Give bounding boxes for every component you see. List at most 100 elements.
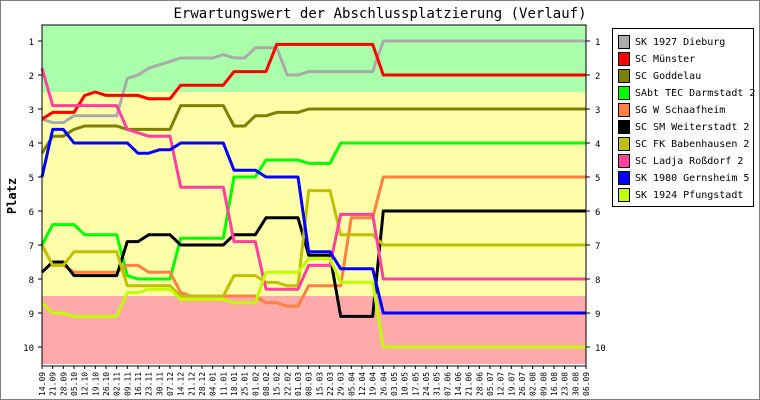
x-tick-label: 14.06 <box>454 372 463 396</box>
legend-swatch <box>618 103 630 117</box>
legend-swatch <box>618 35 630 49</box>
legend-item: SC Goddelau <box>618 68 701 84</box>
x-tick-label: 19.04 <box>369 372 378 396</box>
y-tick-label-right: 8 <box>595 276 600 286</box>
series-line-8 <box>40 127 586 315</box>
legend-label: SC Münster <box>635 53 696 65</box>
x-tick-label: 24.05 <box>422 372 431 396</box>
x-tick-label: 11.01 <box>219 372 228 396</box>
y-tick-label-left: 5 <box>29 174 34 184</box>
y-axis-label: Platz <box>5 178 19 214</box>
legend-swatch <box>618 171 630 185</box>
y-tick-label-left: 6 <box>29 208 34 218</box>
y-tick-label-right: 1 <box>595 38 600 48</box>
legend-label: SC Ladja Roßdorf 2 <box>635 155 744 167</box>
x-tick-label: 31.05 <box>433 372 442 396</box>
legend-label: SC FK Babenhausen 2 <box>635 138 750 150</box>
x-tick-label: 10.05 <box>401 372 410 396</box>
legend-swatch <box>618 137 630 151</box>
x-tick-label: 30.08 <box>571 372 580 396</box>
legend-label: SK 1927 Dieburg <box>635 36 726 48</box>
x-tick-label: 12.04 <box>358 372 367 396</box>
legend-label: SK 1980 Gernsheim 5 <box>635 172 750 184</box>
legend-item: SC Münster <box>618 51 695 67</box>
series-line-1 <box>41 42 586 121</box>
legend-label: SC SM Weiterstadt 2 <box>635 121 750 133</box>
y-tick-label-left: 2 <box>29 72 34 82</box>
legend-swatch <box>618 120 630 134</box>
x-tick-label: 14.09 <box>38 372 47 396</box>
legend-swatch <box>618 69 630 83</box>
x-tick-label: 06.09 <box>582 372 591 396</box>
x-tick-label: 07.12 <box>166 372 175 396</box>
x-tick-label: 22.03 <box>326 372 335 396</box>
band-2 <box>42 296 586 364</box>
y-tick-label-left: 3 <box>29 106 34 116</box>
legend-item: SC FK Babenhausen 2 <box>618 136 749 152</box>
x-tick-label: 02.11 <box>113 372 122 396</box>
legend-swatch <box>618 52 630 66</box>
y-tick-label-left: 9 <box>29 310 34 320</box>
y-tick-label-left: 7 <box>29 242 34 252</box>
legend-item: SG W Schaafheim <box>618 102 725 118</box>
legend-label: SC Goddelau <box>635 70 702 82</box>
y-tick-label-right: 7 <box>595 242 600 252</box>
x-tick-label: 03.05 <box>390 372 399 396</box>
y-tick-label-right: 3 <box>595 106 600 116</box>
x-tick-label: 28.06 <box>475 372 484 396</box>
y-tick-label-right: 9 <box>595 310 600 320</box>
legend-item: SAbt TEC Darmstadt 2 <box>618 85 755 101</box>
y-tick-label-left: 1 <box>29 38 34 48</box>
x-tick-label: 25.01 <box>241 372 250 396</box>
x-tick-label: 01.03 <box>294 372 303 396</box>
x-tick-label: 26.07 <box>518 372 527 396</box>
x-tick-label: 12.07 <box>497 372 506 396</box>
series-line-6 <box>40 189 586 298</box>
x-tick-label: 19.10 <box>91 372 100 396</box>
x-tick-label: 02.08 <box>529 372 538 396</box>
y-tick-label-right: 4 <box>595 140 600 150</box>
chart-title: Erwartungswert der Abschlussplatzierung … <box>173 6 586 22</box>
band-1 <box>42 92 586 296</box>
x-tick-label: 21.12 <box>187 372 196 396</box>
legend-label: SG W Schaafheim <box>635 104 726 116</box>
x-tick-label: 09.11 <box>123 372 132 396</box>
legend-item: SC Ladja Roßdorf 2 <box>618 153 743 169</box>
legend-item: SK 1924 Pfungstadt <box>618 187 743 203</box>
y-tick-label-left: 8 <box>29 276 34 286</box>
x-tick-label: 05.04 <box>347 372 356 396</box>
x-tick-label: 08.02 <box>262 372 271 396</box>
series-line-2 <box>40 104 586 154</box>
x-tick-label: 26.10 <box>102 372 111 396</box>
band-0 <box>42 25 586 92</box>
x-tick-label: 28.09 <box>59 372 68 396</box>
series-line-0 <box>41 39 586 125</box>
x-tick-label: 23.08 <box>561 372 570 396</box>
x-tick-label: 28.12 <box>198 372 207 396</box>
legend-label: SAbt TEC Darmstadt 2 <box>635 87 756 99</box>
x-tick-label: 08.03 <box>305 372 314 396</box>
x-tick-label: 17.05 <box>411 372 420 396</box>
x-tick-label: 05.10 <box>70 372 79 396</box>
x-tick-label: 23.11 <box>145 372 154 396</box>
legend-swatch <box>618 86 630 100</box>
plot-area <box>41 24 587 367</box>
x-tick-label: 21.06 <box>465 372 474 396</box>
y-tick-label-right: 5 <box>595 174 600 184</box>
x-tick-label: 15.03 <box>315 372 324 396</box>
x-tick-label: 09.08 <box>539 372 548 396</box>
legend: SK 1927 Dieburg SC Münster SC Goddelau SAbt… <box>612 28 755 207</box>
x-tick-label: 16.11 <box>134 372 143 396</box>
series-line-5 <box>40 209 586 318</box>
x-tick-label: 12.10 <box>81 372 90 396</box>
legend-item: SC SM Weiterstadt 2 <box>618 119 749 135</box>
x-tick-label: 18.01 <box>230 372 239 396</box>
x-tick-label: 19.07 <box>507 372 516 396</box>
x-tick-label: 14.12 <box>177 372 186 396</box>
legend-swatch <box>618 154 630 168</box>
y-tick-label-left: 10 <box>23 344 34 354</box>
x-tick-label: 07.06 <box>443 372 452 396</box>
x-tick-label: 22.02 <box>283 372 292 396</box>
y-tick-label-right: 10 <box>595 344 606 354</box>
